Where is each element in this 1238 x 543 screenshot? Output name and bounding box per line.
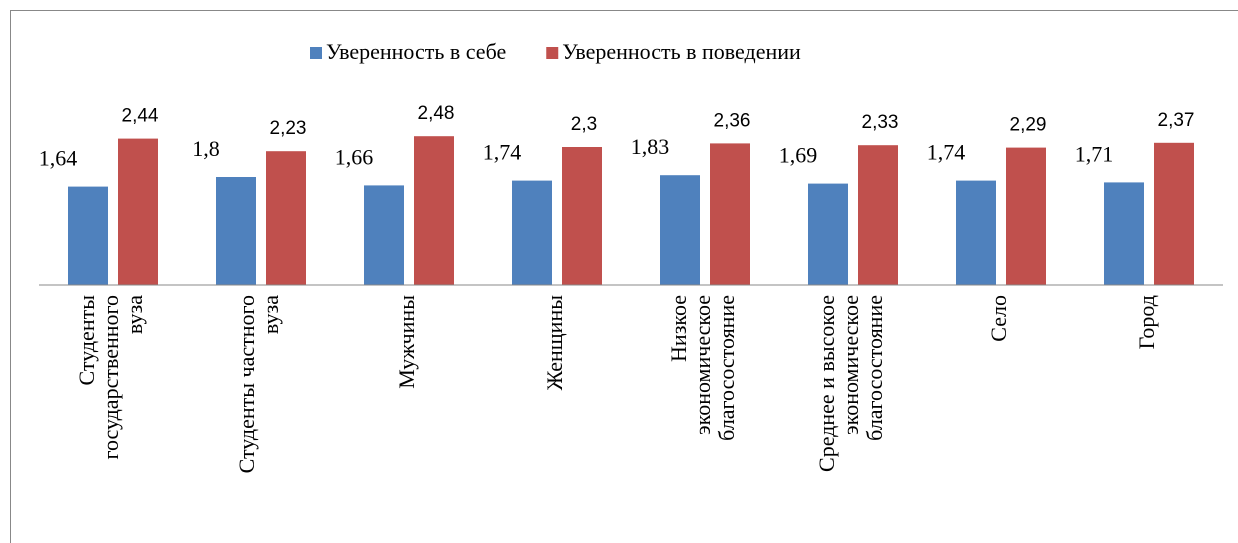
- data-label: 2,3: [571, 114, 597, 135]
- legend-label: Уверенность в поведении: [562, 39, 801, 64]
- x-tick-label: Женщины: [542, 295, 567, 391]
- legend-swatch: [546, 47, 559, 59]
- bar: [1154, 142, 1194, 285]
- x-tick-label-line: государственного: [98, 295, 123, 460]
- bar: [512, 180, 552, 285]
- bar: [710, 143, 750, 285]
- x-tick-label-line: Город: [1134, 295, 1159, 349]
- data-label: 1,8: [192, 136, 220, 161]
- bar: [68, 186, 108, 285]
- x-tick-label-line: вуза: [122, 295, 147, 334]
- data-label: 2,33: [862, 112, 899, 133]
- data-label: 2,44: [122, 106, 159, 127]
- bar: [1006, 147, 1046, 285]
- bar: [414, 136, 454, 285]
- data-label: 1,83: [631, 134, 670, 159]
- data-label: 2,29: [1010, 115, 1047, 136]
- x-tick-label: Студентыгосударственноговуза: [74, 295, 147, 460]
- data-label: 1,71: [1075, 141, 1114, 166]
- chart-border: [10, 10, 1238, 543]
- data-label: 1,69: [779, 143, 818, 168]
- data-label: 2,48: [418, 103, 455, 124]
- data-label: 1,64: [39, 146, 78, 171]
- bar: [216, 177, 256, 285]
- bar: [364, 185, 404, 285]
- x-tick-label: Студенты частноговуза: [234, 295, 283, 474]
- x-tick-label-line: экономическое: [690, 295, 715, 435]
- x-tick-label-line: благосостояние: [862, 295, 887, 441]
- x-tick-label-line: Среднее и высокое: [814, 295, 839, 472]
- data-label: 1,74: [927, 140, 966, 165]
- data-label: 1,74: [483, 140, 522, 165]
- bar: [266, 151, 306, 285]
- data-label: 2,37: [1158, 110, 1195, 131]
- data-label: 1,66: [335, 144, 374, 169]
- bar: [858, 145, 898, 285]
- bar: [1104, 182, 1144, 285]
- bar: [808, 183, 848, 285]
- bar: [118, 138, 158, 285]
- bar: [660, 175, 700, 285]
- legend-label: Уверенность в себе: [326, 39, 506, 64]
- x-tick-label: Мужчины: [394, 295, 419, 389]
- x-tick-label: Низкоеэкономическоеблагосостояние: [666, 295, 739, 441]
- x-tick-label-line: Студенты: [74, 295, 99, 386]
- x-tick-label: Среднее и высокоеэкономическоеблагососто…: [814, 295, 887, 472]
- data-label: 2,36: [714, 110, 751, 131]
- bar: [956, 180, 996, 285]
- x-tick-label-line: экономическое: [838, 295, 863, 435]
- x-tick-label: Село: [986, 295, 1011, 342]
- x-tick-label-line: Студенты частного: [234, 295, 259, 473]
- x-tick-label-line: Женщины: [542, 295, 567, 391]
- x-tick-label-line: Низкое: [666, 295, 691, 362]
- bar: [562, 147, 602, 285]
- x-tick-label-line: Село: [986, 295, 1011, 342]
- x-tick-label: Город: [1134, 295, 1159, 349]
- x-tick-label-line: благосостояние: [714, 295, 739, 441]
- x-tick-label-line: Мужчины: [394, 295, 419, 389]
- data-label: 2,23: [270, 118, 307, 139]
- legend-swatch: [310, 47, 322, 59]
- x-tick-label-line: вуза: [258, 295, 283, 334]
